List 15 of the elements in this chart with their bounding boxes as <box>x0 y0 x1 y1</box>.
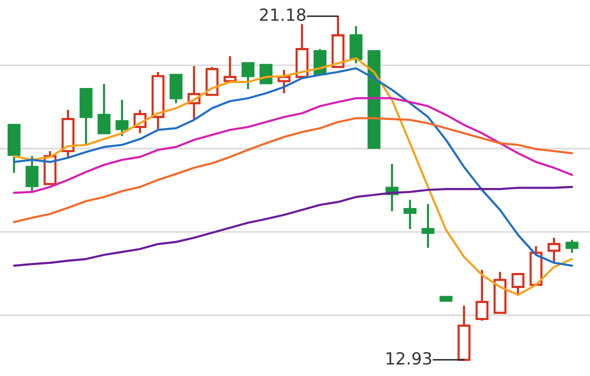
candlestick <box>566 238 578 254</box>
candlestick <box>260 64 272 84</box>
candlestick <box>98 83 110 134</box>
candlestick <box>404 198 416 230</box>
candlestick <box>224 55 236 82</box>
candlestick <box>548 236 560 263</box>
candlestick <box>242 62 254 90</box>
annotation: 12.93 <box>386 352 432 365</box>
candlestick <box>116 98 128 138</box>
candlestick <box>422 202 434 249</box>
candlestick <box>476 268 488 322</box>
candlestick <box>170 74 182 104</box>
annotation: 21.18 <box>260 8 306 21</box>
candlestick <box>350 25 362 64</box>
candlestick <box>26 155 38 192</box>
